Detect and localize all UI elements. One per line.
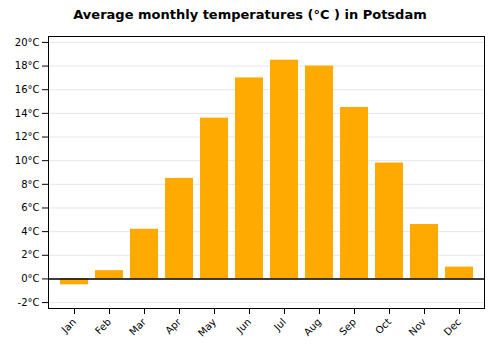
- svg-text:Nov: Nov: [407, 316, 429, 338]
- svg-text:2°C: 2°C: [21, 249, 39, 260]
- svg-text:Jun: Jun: [234, 316, 254, 336]
- svg-text:-2°C: -2°C: [18, 297, 40, 308]
- svg-text:Oct: Oct: [373, 316, 393, 336]
- svg-text:18°C: 18°C: [15, 60, 40, 71]
- svg-text:Jul: Jul: [271, 316, 288, 333]
- svg-text:10°C: 10°C: [15, 155, 40, 166]
- svg-text:16°C: 16°C: [15, 84, 40, 95]
- svg-text:Apr: Apr: [163, 316, 184, 337]
- svg-text:May: May: [196, 316, 218, 338]
- svg-text:14°C: 14°C: [15, 108, 40, 119]
- svg-text:Dec: Dec: [442, 316, 463, 337]
- svg-text:Mar: Mar: [127, 316, 149, 338]
- svg-text:4°C: 4°C: [21, 226, 39, 237]
- html-text:Average monthly temperatures (: Average monthly temperatures (°C ) in Po…: [73, 7, 427, 22]
- svg-text:8°C: 8°C: [21, 179, 39, 190]
- svg-text:20°C: 20°C: [15, 37, 40, 48]
- svg-text:Jan: Jan: [59, 316, 78, 335]
- svg-text:12°C: 12°C: [15, 131, 40, 142]
- svg-text:Sep: Sep: [337, 316, 358, 337]
- svg-text:Aug: Aug: [302, 316, 324, 338]
- svg-text:Feb: Feb: [93, 316, 113, 336]
- svg-text:0°C: 0°C: [21, 273, 39, 284]
- svg-text:6°C: 6°C: [21, 202, 39, 213]
